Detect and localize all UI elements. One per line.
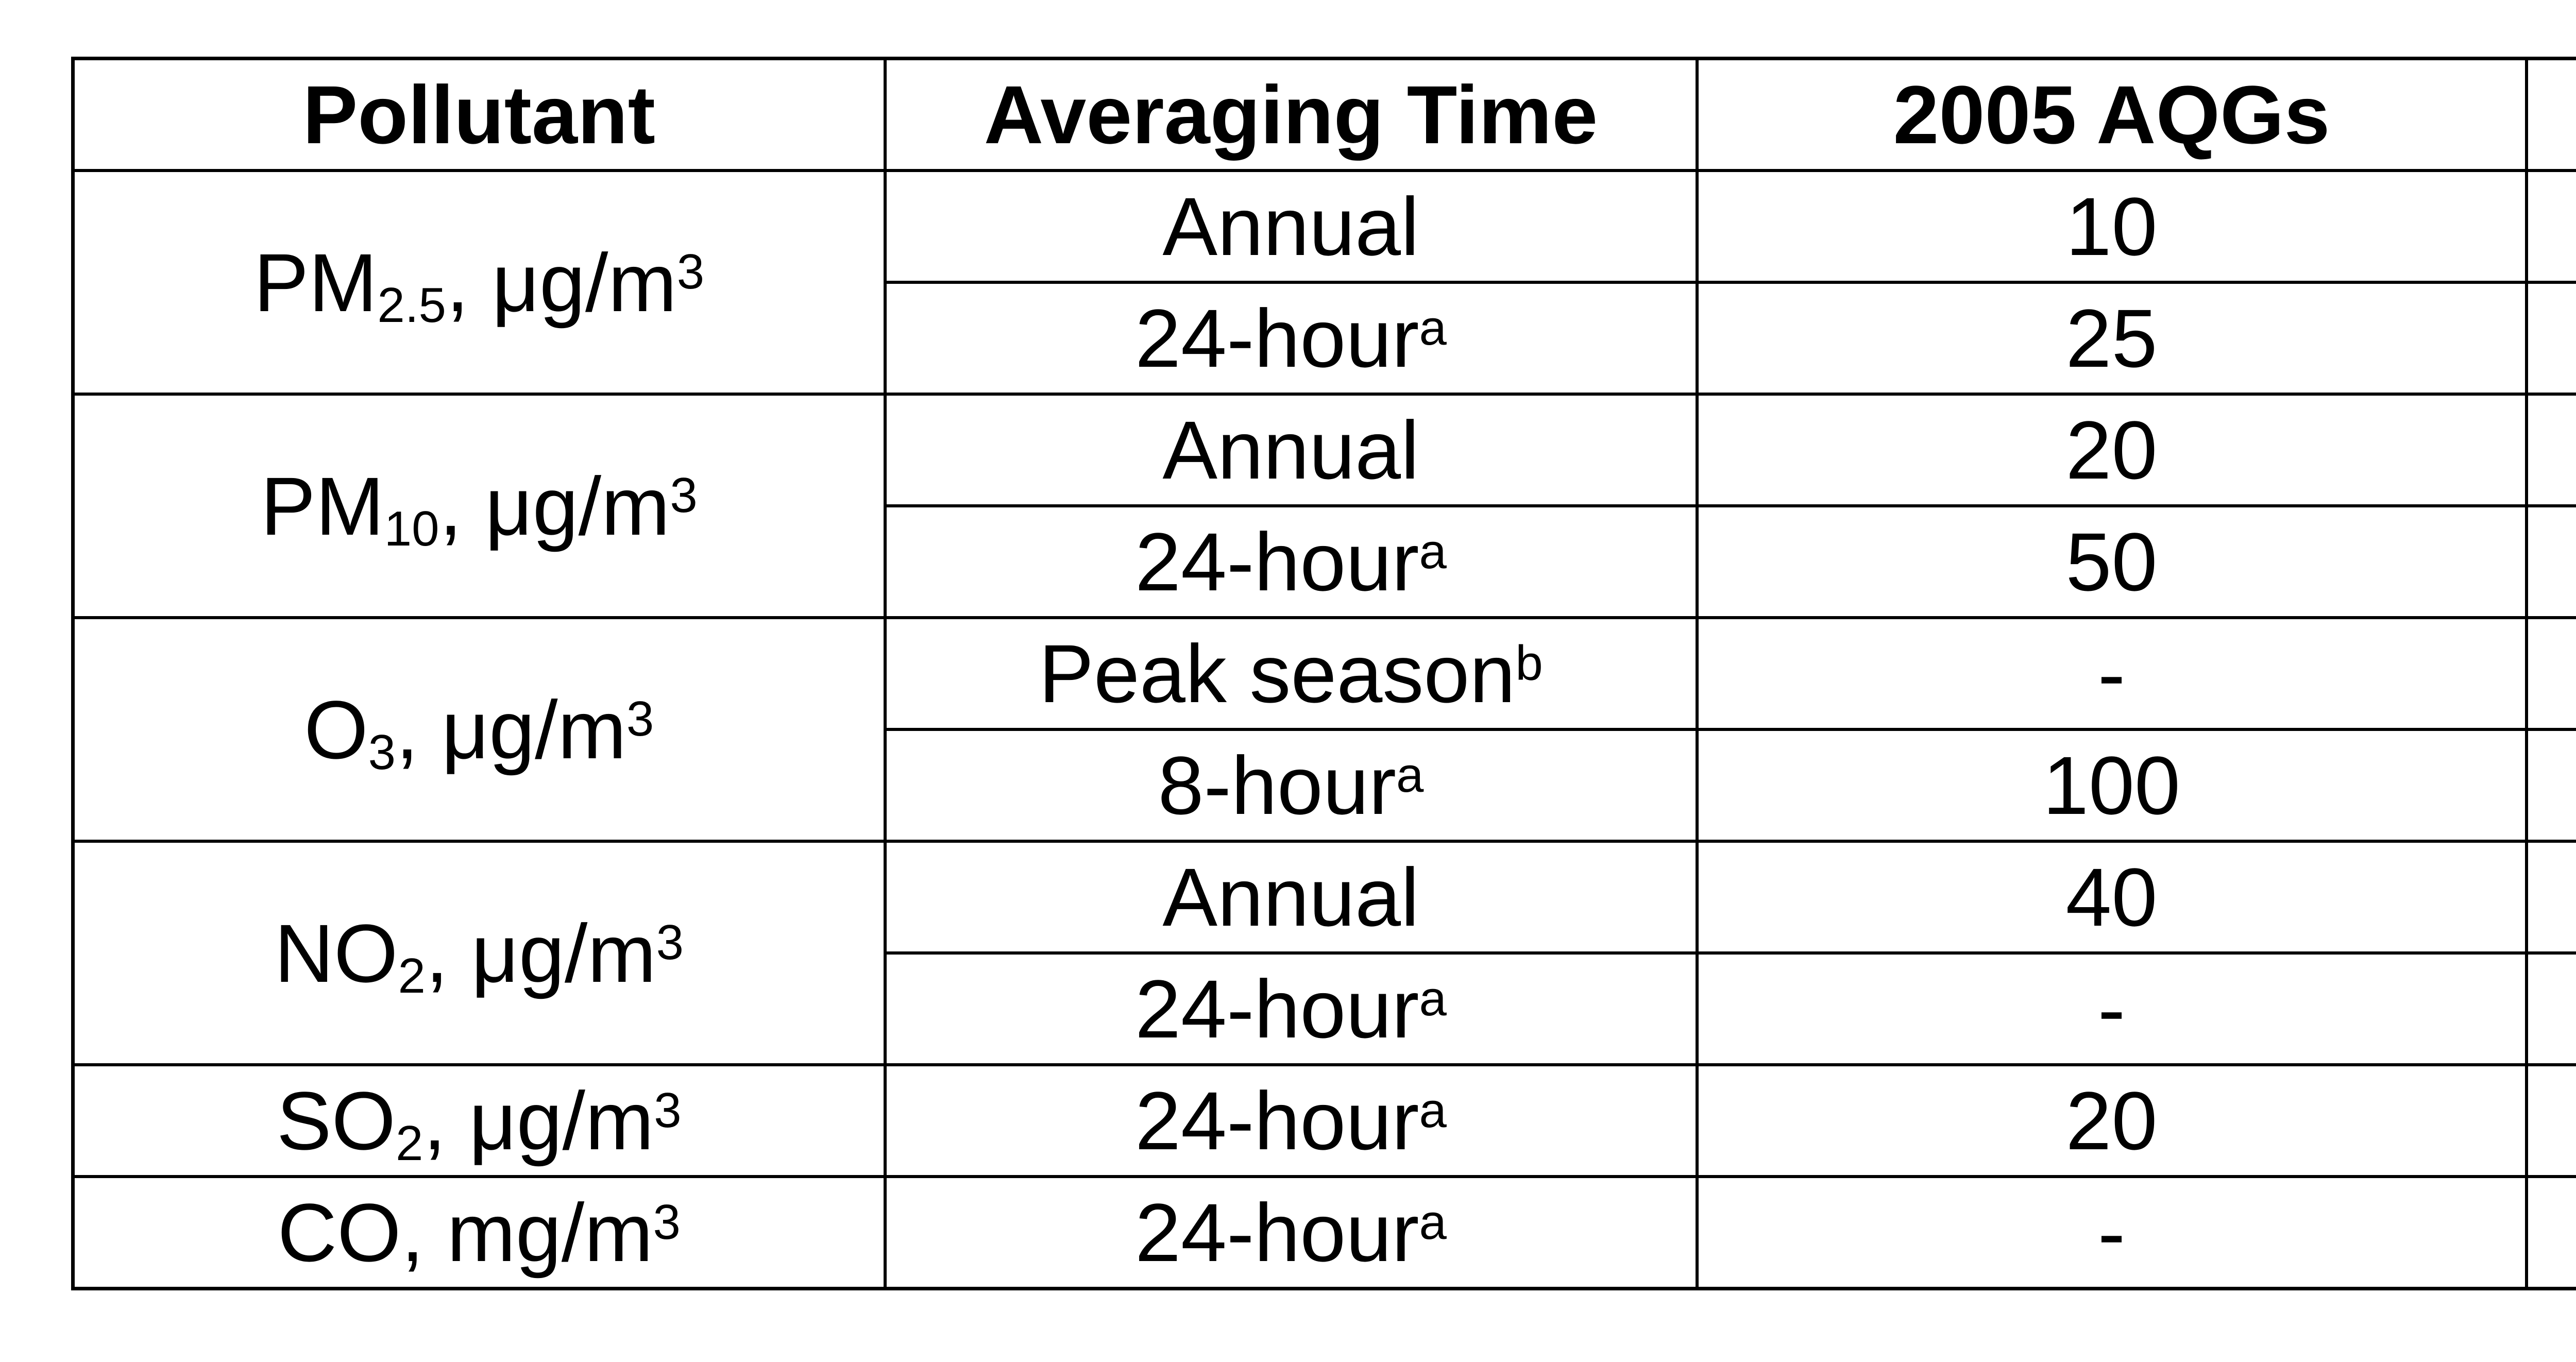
aqg-2005-value-cell: - [1695,1175,2528,1290]
table-header: Pollutant Averaging Time 2005 AQGs 2021 … [71,57,2576,172]
superscript-text: 3 [654,1082,682,1138]
text-segment: 24-hour [1135,963,1419,1055]
aqg-2021-value-cell: 60 [2524,616,2576,731]
text-segment: 24-hour [1135,1186,1419,1279]
aqg-2005-value-cell: - [1695,951,2528,1066]
text-segment: 8-hour [1158,739,1397,831]
subscript-text: 2.5 [377,277,446,333]
table-row: PM10, μg/m3 Annual 2015 [71,393,2576,619]
averaging-time-cell: 24-houra [883,1175,1699,1290]
averaging-time-cell: Annual [883,840,1699,955]
subscript-text: 2 [398,948,426,1003]
pollutant-cell: NO2, μg/m3 [71,840,887,1066]
aqg-2021-value-cell: 25 [2524,951,2576,1066]
pollutant-cell: PM10, μg/m3 [71,393,887,619]
aqg-2005-value-cell: 50 [1695,504,2528,619]
aqg-2021-value-cell: 15 [2524,393,2576,507]
header-row: Pollutant Averaging Time 2005 AQGs 2021 … [71,57,2576,172]
superscript-text: 3 [676,244,705,300]
aqg-2021-value-cell: 45 [2524,504,2576,619]
aqg-2005-value-cell: 100 [1695,728,2528,843]
text-segment: , μg/m [425,907,656,999]
column-header-pollutant: Pollutant [71,57,887,172]
table-row: NO2, μg/m3 Annual 4010 [71,840,2576,1066]
aqg-2005-value-cell: 20 [1695,393,2528,507]
subscript-text: 3 [368,724,396,780]
aqg-2021-value-cell: 15 [2524,281,2576,396]
table-row: 24-houra-25 [73,951,2576,1066]
table-row: 8-houra100100 [73,728,2576,843]
aqg-2021-value-cell: 4 [2524,1175,2576,1290]
aqg-2005-value-cell: 25 [1695,281,2528,396]
text-segment: PM [253,236,378,329]
superscript-text: b [1515,635,1543,691]
table-row: 24-houra2515 [73,281,2576,396]
text-segment: , μg/m [446,236,677,329]
text-segment: CO, mg/m [277,1186,653,1279]
column-header-2005-aqgs: 2005 AQGs [1695,57,2528,172]
aqg-2005-value-cell: - [1695,616,2528,731]
text-segment: PM [260,459,384,552]
averaging-time-cell: Annual [883,393,1699,507]
superscript-text: 3 [626,691,654,747]
superscript-text: a [1396,747,1424,803]
pollutant-cell: PM2.5, μg/m3 [71,169,887,396]
table-row: PM2.5, μg/m3 Annual 105 [71,169,2576,396]
text-segment: 24-hour [1135,292,1419,384]
text-segment: , μg/m [396,683,626,776]
text-segment: NO [274,907,398,999]
text-segment: SO [276,1075,396,1167]
aqg-comparison-table: Pollutant Averaging Time 2005 AQGs 2021 … [71,57,2576,1290]
aqg-2005-value-cell: 40 [1695,840,2528,955]
text-segment: Peak season [1039,627,1516,720]
pollutant-cell: SO2, μg/m3 [71,1063,887,1178]
superscript-text: 3 [670,468,698,523]
text-segment: O [304,683,368,776]
pollutant-cell: O3, μg/m3 [71,616,887,843]
superscript-text: a [1419,971,1447,1026]
text-segment: 24-hour [1135,516,1419,608]
averaging-time-cell: 24-houra [883,504,1699,619]
aqg-2021-value-cell: 100 [2524,728,2576,843]
averaging-time-cell: Peak seasonb [883,616,1699,731]
averaging-time-cell: 24-houra [883,1063,1699,1178]
aqg-2021-value-cell: 40 [2524,1063,2576,1178]
averaging-time-cell: Annual [883,169,1699,284]
text-segment: Annual [1162,851,1419,943]
text-segment: Annual [1162,404,1419,496]
aqg-2021-value-cell: 5 [2524,169,2576,284]
table-row: 24-houra5045 [73,504,2576,619]
pollutant-cell: CO, mg/m3 [71,1175,887,1290]
superscript-text: 3 [656,915,684,971]
superscript-text: a [1419,1082,1447,1138]
aqg-2021-value-cell: 10 [2524,840,2576,955]
subscript-text: 2 [396,1116,423,1171]
table-body: PM2.5, μg/m3Annual10524-houra2515PM10, μ… [71,169,2576,1290]
text-segment: , μg/m [423,1075,654,1167]
aqg-2005-value-cell: 10 [1695,169,2528,284]
aqg-2005-value-cell: 20 [1695,1063,2528,1178]
column-header-averaging-time: Averaging Time [883,57,1699,172]
averaging-time-cell: 8-houra [883,728,1699,843]
superscript-text: a [1419,300,1447,355]
averaging-time-cell: 24-houra [883,281,1699,396]
text-segment: 24-hour [1135,1075,1419,1167]
column-header-2021-aqgs: 2021 AQGs [2524,57,2576,172]
averaging-time-cell: 24-houra [883,951,1699,1066]
superscript-text: a [1419,523,1447,579]
superscript-text: a [1419,1194,1447,1250]
text-segment: Annual [1162,180,1419,273]
superscript-text: 3 [653,1194,681,1250]
subscript-text: 10 [384,501,439,556]
text-segment: , μg/m [439,459,670,552]
